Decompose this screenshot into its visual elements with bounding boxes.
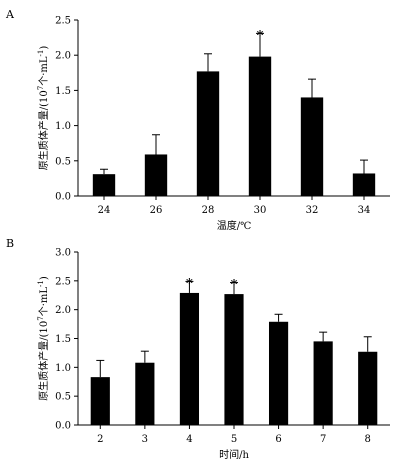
significance-marker: * (186, 276, 193, 291)
y-axis-title-superscript: -1 (37, 50, 45, 57)
x-tick-label: 34 (358, 205, 371, 216)
bar (268, 321, 289, 425)
x-axis-title: 温度/℃ (217, 219, 252, 232)
y-tick-label: 0.5 (55, 156, 71, 167)
y-axis-title-segment: ) (39, 276, 50, 280)
y-axis-title-segment: 个·mL (38, 287, 50, 317)
y-axis-title-segment: 原生质体产量/(10 (37, 90, 50, 170)
bar (144, 154, 168, 196)
bar (224, 294, 244, 425)
bar (300, 97, 324, 196)
x-tick-label: 30 (254, 205, 267, 216)
significance-marker: * (257, 28, 264, 43)
x-tick-label: 6 (275, 434, 281, 445)
y-axis-title-segment: 个·mL (38, 56, 50, 86)
y-tick-label: 1.5 (55, 334, 71, 345)
significance-marker: * (231, 278, 238, 293)
y-tick-label: 2.5 (55, 16, 71, 27)
bar (179, 292, 200, 425)
bar (196, 71, 220, 196)
bar (135, 362, 155, 425)
y-axis-title-superscript: -1 (37, 280, 45, 287)
panel-letter: A (5, 8, 15, 21)
panel-letter: B (6, 237, 14, 250)
bar (248, 56, 272, 196)
y-axis-title-superscript: 7 (37, 86, 45, 90)
x-tick-label: 7 (320, 434, 326, 445)
y-axis-title-segment: ) (39, 46, 50, 50)
x-tick-label: 4 (186, 434, 192, 445)
bar (92, 174, 116, 196)
y-tick-label: 1.0 (55, 121, 71, 132)
bar (313, 341, 333, 425)
x-tick-label: 26 (150, 205, 163, 216)
y-tick-label: 2.0 (55, 305, 71, 316)
bar (352, 173, 376, 196)
x-tick-label: 3 (142, 434, 148, 445)
y-tick-label: 1.0 (55, 363, 71, 374)
y-tick-label: 2.5 (55, 276, 71, 287)
x-tick-label: 24 (98, 205, 111, 216)
y-tick-label: 3.0 (55, 248, 71, 259)
panel-a: A 0.0 0.5 1.0 1.5 2.0 2.5 24 26 28 30 * 32 34 温度/℃ 原生质体… (5, 8, 390, 232)
x-tick-label: 2 (97, 434, 103, 445)
bar (358, 351, 378, 425)
y-axis-title: 原生质体产量/(107个·mL-1) (37, 276, 50, 401)
x-axis-title: 时间/h (219, 448, 249, 461)
y-tick-label: 0.0 (55, 421, 71, 432)
y-tick-label: 0.0 (55, 192, 71, 203)
panel-b: B 0.0 0.5 1.0 1.5 2.0 2.5 3.0 2 3 4 * 5 * 6 7 8 时间/h 原生质体产… (6, 237, 390, 461)
x-tick-label: 5 (231, 434, 237, 445)
y-axis-title-superscript: 7 (37, 316, 45, 320)
y-axis-title: 原生质体产量/(107个·mL-1) (37, 46, 50, 171)
bar (90, 377, 110, 425)
x-tick-label: 32 (306, 205, 319, 216)
x-tick-label: 8 (365, 434, 371, 445)
y-axis-title-segment: 原生质体产量/(10 (37, 321, 50, 401)
x-tick-label: 28 (202, 205, 215, 216)
y-tick-label: 0.5 (55, 392, 71, 403)
y-tick-label: 1.5 (55, 86, 71, 97)
y-tick-label: 2.0 (55, 51, 71, 62)
